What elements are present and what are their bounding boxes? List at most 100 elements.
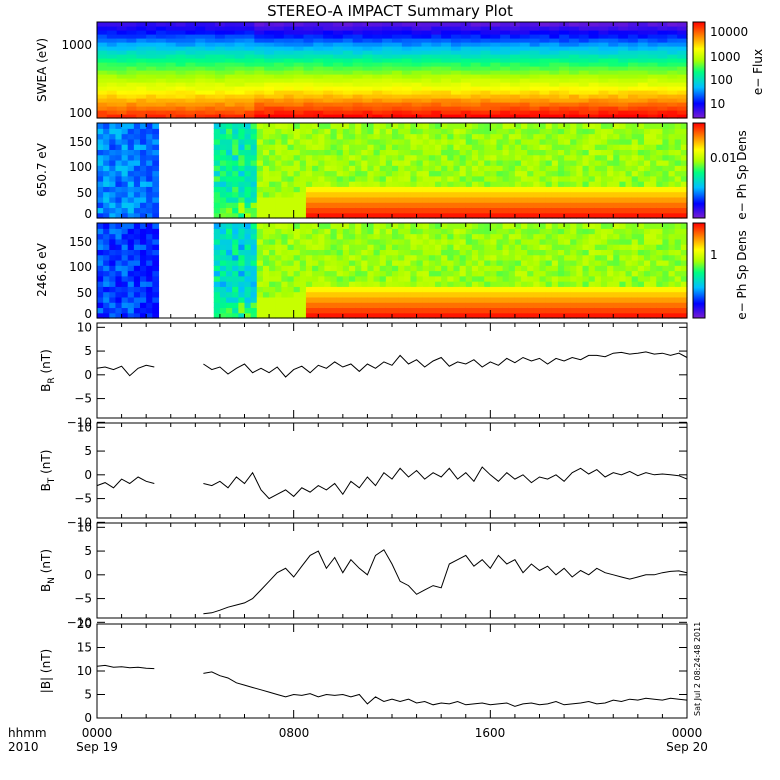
pad-cell [330, 123, 338, 129]
pad-cell [410, 212, 418, 219]
swea-cell [392, 82, 403, 87]
swea-cell [175, 34, 187, 39]
pad-cell [533, 223, 541, 229]
pad-cell [502, 133, 510, 140]
swea-cell [392, 90, 403, 95]
pad-cell [582, 275, 590, 282]
pad-cell [521, 186, 528, 193]
pad-cell [115, 212, 123, 219]
swea-cell [195, 114, 206, 119]
swea-cell [205, 102, 216, 107]
swea-cell [549, 78, 560, 83]
pad-cell [269, 312, 276, 319]
pad-cell [336, 196, 344, 203]
pad-cell [305, 149, 313, 156]
pad-cell [115, 154, 123, 161]
pad-cell [121, 159, 129, 166]
swea-cell [411, 106, 423, 111]
pad-cell [674, 133, 682, 140]
pad-cell [97, 123, 104, 129]
pad-cell [656, 265, 664, 272]
swea-cell [215, 86, 226, 91]
swea-cell [647, 94, 659, 99]
pad-cell [674, 286, 682, 293]
swea-cell [215, 34, 226, 39]
pad-cell [293, 275, 301, 282]
swea-cell [677, 70, 688, 75]
pad-cell [570, 281, 577, 287]
pad-cell [238, 286, 246, 293]
pad-cell [422, 133, 430, 140]
pad-cell [527, 186, 534, 193]
pad-cell [539, 259, 547, 266]
swea-cell [411, 70, 423, 75]
swea-cell [529, 54, 541, 59]
swea-cell [185, 86, 196, 91]
pad-cell [361, 181, 369, 187]
pad-cell [533, 144, 541, 150]
pad-cell [281, 244, 289, 250]
pad-cell [312, 259, 319, 266]
swea-cell [333, 34, 344, 39]
swea-cell [401, 38, 413, 43]
swea-cell [185, 22, 196, 27]
pad-cell [367, 212, 375, 219]
pad-cell [127, 196, 135, 203]
pad-cell [398, 138, 405, 145]
pad-cell [385, 270, 393, 277]
pad-cell [459, 181, 467, 187]
pad-cell [674, 128, 682, 135]
swea-cell [382, 78, 393, 83]
swea-cell [352, 74, 364, 79]
swea-cell [175, 54, 187, 59]
pad-cell [140, 312, 147, 319]
swea-cell [460, 62, 472, 67]
swea-cell [136, 114, 147, 119]
pad-cell [361, 233, 369, 240]
pad-cell [662, 154, 670, 161]
pad-cell [502, 170, 510, 177]
pad-cell [398, 238, 405, 245]
swea-cell [205, 98, 216, 103]
pad-cell [564, 291, 571, 298]
swea-cell [106, 98, 118, 103]
pad-cell [324, 312, 332, 319]
pad-cell [600, 296, 608, 303]
pad-cell [521, 159, 528, 166]
pad-cell [121, 270, 129, 277]
swea-cell [156, 70, 167, 75]
pad-cell [643, 312, 651, 319]
swea-cell [106, 110, 118, 115]
pad-cell [588, 138, 596, 145]
pad-cell [213, 149, 221, 156]
pad-cell [484, 149, 491, 156]
swea-cell [647, 82, 659, 87]
pad-cell [373, 270, 381, 277]
swea-cell [165, 74, 177, 79]
pad-cell [533, 133, 541, 140]
swea-cell [618, 90, 629, 95]
swea-cell [342, 90, 354, 95]
swea-cell [313, 86, 324, 91]
pad-cell [392, 291, 399, 298]
pad-cell [256, 181, 264, 187]
pad-cell [97, 175, 104, 182]
pad-cell [269, 307, 276, 314]
pad-cell [336, 191, 344, 198]
y-tick-label: 5 [84, 344, 92, 358]
swea-cell [185, 90, 196, 95]
pad-cell [551, 286, 559, 293]
pad-cell [238, 270, 246, 277]
pad-cell [453, 286, 461, 293]
pad-cell [219, 302, 227, 309]
swea-cell [97, 58, 108, 63]
swea-cell [234, 58, 246, 63]
swea-cell [392, 74, 403, 79]
swea-cell [667, 94, 678, 99]
pad-cell [662, 159, 670, 166]
pad-cell [557, 170, 565, 177]
pad-cell [416, 191, 424, 198]
pad-cell [336, 312, 344, 319]
pad-cell [680, 233, 688, 240]
pad-cell [244, 270, 252, 277]
